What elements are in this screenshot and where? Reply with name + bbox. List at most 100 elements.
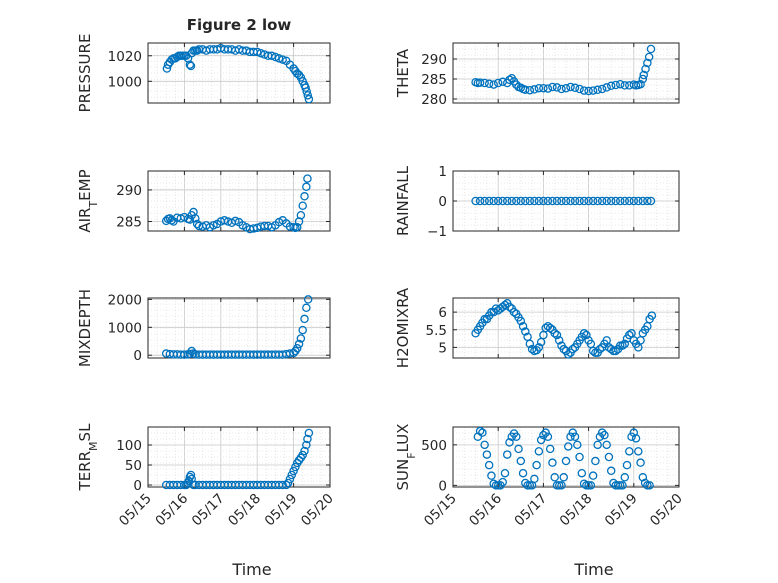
y-tick-label: 285 bbox=[116, 215, 142, 231]
data-point bbox=[274, 54, 284, 63]
y-label-part: TERR bbox=[76, 451, 94, 492]
data-point bbox=[636, 458, 645, 467]
data-point bbox=[498, 196, 507, 206]
data-point bbox=[516, 456, 526, 466]
data-point bbox=[579, 86, 589, 95]
data-point bbox=[615, 196, 625, 206]
axes-box bbox=[147, 42, 331, 104]
data-point bbox=[613, 481, 623, 490]
data-point bbox=[568, 428, 578, 437]
y-tick-label: 290 bbox=[116, 183, 142, 199]
data-point bbox=[530, 85, 539, 94]
data-point bbox=[634, 447, 643, 456]
data-point bbox=[302, 87, 311, 96]
data-point bbox=[502, 450, 512, 459]
y-tick-label: 1 bbox=[438, 164, 447, 180]
data-point bbox=[566, 196, 575, 206]
y-axis-label: H2OMIXRA bbox=[394, 287, 412, 368]
data-point bbox=[505, 438, 514, 447]
data-point bbox=[300, 446, 309, 456]
data-point bbox=[296, 210, 306, 220]
data-point bbox=[493, 196, 503, 206]
data-point bbox=[303, 434, 312, 444]
data-point bbox=[636, 79, 645, 89]
data-point bbox=[620, 339, 630, 349]
data-point bbox=[525, 481, 535, 490]
y-label-part: LUX bbox=[394, 424, 412, 453]
data-point bbox=[611, 196, 620, 206]
data-point bbox=[584, 481, 593, 490]
data-point bbox=[500, 468, 510, 478]
data-point bbox=[588, 86, 598, 95]
data-point bbox=[566, 82, 575, 92]
data-point bbox=[548, 458, 557, 467]
data-point bbox=[620, 196, 630, 206]
x-tick-label: 05/19 bbox=[602, 491, 641, 530]
y-axis-label: RAINFALL bbox=[394, 165, 412, 236]
x-tick-label: 05/15 bbox=[116, 491, 155, 530]
y-tick-label: 500 bbox=[421, 438, 447, 454]
subplot-6: 55.5 6 H2OMIXRA bbox=[394, 287, 680, 368]
data-point bbox=[530, 474, 539, 484]
data-point bbox=[475, 196, 485, 206]
y-axis-label: SUNFLUX bbox=[394, 424, 418, 491]
y-tick-label: 5.5 bbox=[426, 323, 447, 339]
data-point bbox=[296, 334, 306, 343]
data-point bbox=[539, 83, 548, 93]
data-point bbox=[545, 323, 555, 333]
y-tick-label: 280 bbox=[421, 92, 447, 108]
data-point bbox=[582, 330, 591, 340]
data-point bbox=[548, 82, 557, 92]
data-point bbox=[252, 47, 262, 57]
data-point bbox=[593, 440, 602, 450]
data-point bbox=[301, 83, 310, 92]
data-point bbox=[575, 452, 584, 462]
x-axis-label-right: Time bbox=[573, 560, 613, 579]
data-point bbox=[570, 432, 580, 441]
data-point bbox=[521, 196, 530, 206]
data-point bbox=[191, 214, 200, 223]
y-label-part: EMP bbox=[76, 169, 94, 200]
data-point bbox=[256, 48, 266, 58]
data-point bbox=[548, 196, 557, 206]
data-point bbox=[534, 83, 544, 93]
data-point bbox=[602, 83, 611, 92]
data-point bbox=[573, 440, 582, 450]
data-point bbox=[478, 428, 487, 437]
data-point bbox=[543, 196, 553, 206]
data-point bbox=[552, 83, 562, 92]
data-point bbox=[597, 196, 607, 206]
data-point bbox=[516, 316, 526, 326]
data-point bbox=[493, 78, 503, 88]
data-point bbox=[523, 481, 532, 490]
data-point bbox=[525, 85, 535, 95]
data-point bbox=[568, 344, 578, 354]
data-point bbox=[283, 478, 293, 488]
data-point bbox=[536, 435, 546, 445]
y-label-sub: M bbox=[87, 441, 100, 451]
subplot-5: 0 1000 2000 MIXDEPTH bbox=[76, 289, 331, 367]
data-point bbox=[489, 196, 498, 206]
data-point bbox=[509, 307, 519, 317]
y-tick-label: 0 bbox=[133, 348, 142, 364]
y-tick-label: 1000 bbox=[108, 320, 142, 336]
y-label-sub: T bbox=[87, 201, 100, 209]
data-point bbox=[484, 460, 494, 470]
data-point bbox=[591, 456, 600, 466]
data-point bbox=[534, 447, 544, 456]
data-point bbox=[516, 196, 526, 206]
data-point bbox=[606, 196, 616, 206]
data-point bbox=[271, 52, 280, 62]
y-tick-label: 0 bbox=[438, 478, 447, 494]
data-point bbox=[192, 46, 202, 55]
data-point bbox=[600, 430, 609, 440]
y-label-part: AIR bbox=[76, 208, 94, 233]
data-point bbox=[631, 434, 641, 443]
data-point bbox=[180, 350, 189, 359]
x-tick-label: 05/19 bbox=[262, 491, 301, 530]
x-tick-label: 05/18 bbox=[557, 491, 596, 530]
data-point bbox=[484, 79, 494, 89]
y-label-sub: F bbox=[405, 452, 418, 458]
